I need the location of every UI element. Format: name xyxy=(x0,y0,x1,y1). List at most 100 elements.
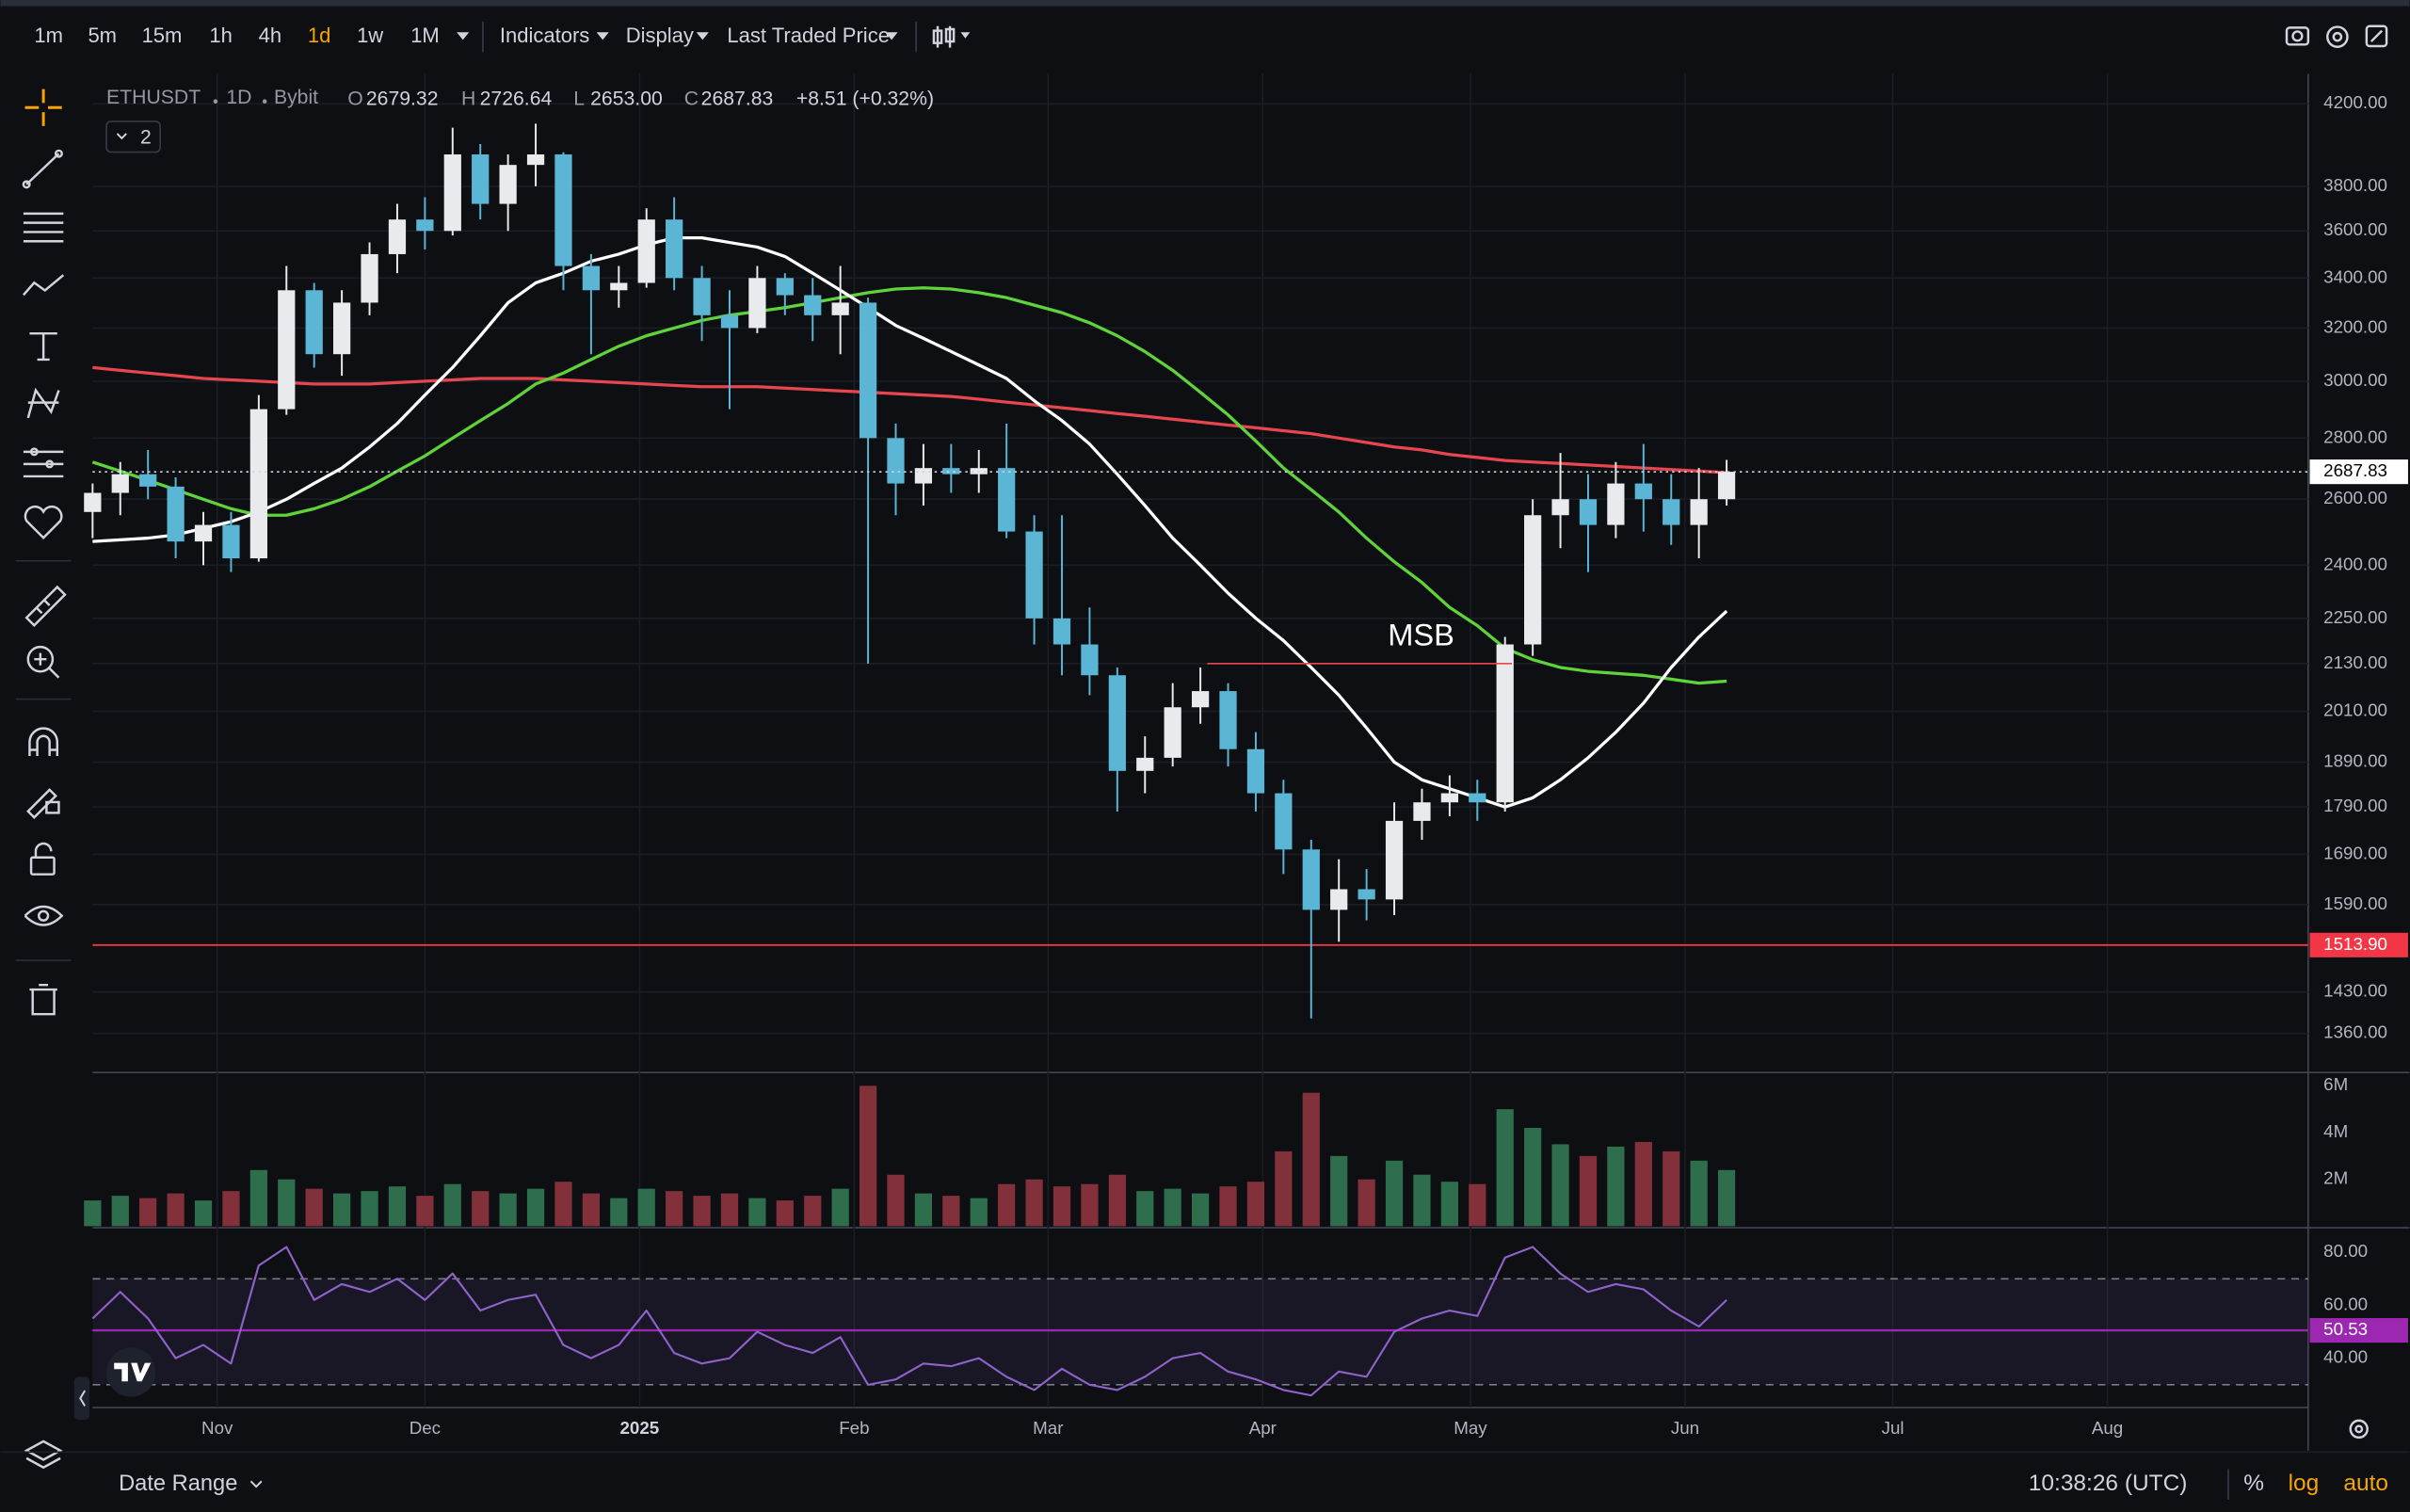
hide-tool[interactable] xyxy=(24,905,64,926)
magnet-tool[interactable] xyxy=(28,727,59,756)
level-label: 1513.90 xyxy=(2323,934,2387,954)
candle-body xyxy=(998,468,1016,532)
dropdown-arrow[interactable] xyxy=(885,32,898,40)
candle-body xyxy=(388,219,407,254)
volume-bar xyxy=(610,1198,628,1227)
pattern-tool[interactable] xyxy=(22,274,65,297)
log-toggle[interactable]: log xyxy=(2289,1471,2320,1496)
candle-body xyxy=(1607,483,1625,525)
favorites-tool[interactable] xyxy=(24,505,63,539)
y-tick-label: 1790.00 xyxy=(2323,796,2387,815)
dot xyxy=(262,99,267,105)
axis-settings-button[interactable] xyxy=(2349,1419,2369,1440)
candle-body xyxy=(804,295,822,315)
y-tick-label: 1360.00 xyxy=(2323,1022,2387,1042)
volume-bar xyxy=(887,1174,905,1227)
interval-button[interactable]: 4h xyxy=(259,24,281,47)
chart-type-button[interactable] xyxy=(932,25,971,48)
volume-bar xyxy=(1052,1186,1071,1227)
candle-body xyxy=(887,438,905,484)
candle-body xyxy=(1524,515,1542,645)
rsi-tick-label: 60.00 xyxy=(2323,1294,2368,1313)
rsi-line xyxy=(91,1246,1727,1397)
x-tick-label: Dec xyxy=(410,1418,441,1438)
interval-button[interactable]: 1h xyxy=(209,24,232,47)
high-label: H xyxy=(461,88,475,110)
interval-button[interactable]: 1M xyxy=(410,24,440,47)
zoom-tool[interactable] xyxy=(26,645,60,679)
menu-button[interactable]: Display xyxy=(626,24,694,47)
settings-button[interactable] xyxy=(2326,25,2349,49)
candle-body xyxy=(332,302,351,355)
candle-body xyxy=(1081,644,1099,676)
volume-bar xyxy=(84,1200,102,1227)
y-tick-label: 2800.00 xyxy=(2323,426,2387,446)
candle-body xyxy=(84,492,102,512)
candle-body xyxy=(1358,889,1375,900)
dropdown-arrow[interactable] xyxy=(249,1480,263,1488)
volume-bar xyxy=(361,1191,378,1227)
screenshot-button[interactable] xyxy=(2285,26,2310,46)
close-value: 2687.83 xyxy=(701,88,774,110)
lock-tool[interactable] xyxy=(29,842,56,876)
dropdown-arrow[interactable] xyxy=(596,32,609,40)
high-value: 2726.64 xyxy=(480,88,553,110)
dropdown-arrow[interactable] xyxy=(696,32,709,40)
x-tick-label: Jul xyxy=(1882,1418,1904,1438)
text-tool[interactable] xyxy=(29,331,57,362)
interval-button[interactable]: 15m xyxy=(142,24,183,47)
legend-toggle[interactable]: 2 xyxy=(105,121,161,153)
forecast-tool[interactable] xyxy=(23,447,64,478)
volume-bar xyxy=(1496,1109,1514,1227)
moving-average xyxy=(92,236,1728,809)
candle-body xyxy=(416,219,434,232)
volume-bar xyxy=(637,1188,655,1227)
delete-tool[interactable] xyxy=(29,983,57,1016)
interval-button[interactable]: 1d xyxy=(308,24,331,47)
candle-body xyxy=(222,524,240,559)
candle-body xyxy=(554,154,572,266)
volume-tick-label: 4M xyxy=(2323,1121,2348,1141)
xabcd-tool[interactable] xyxy=(26,387,60,419)
volume-bar xyxy=(1607,1146,1625,1227)
candle-body xyxy=(1164,707,1181,758)
plot: MSB 2687.83 1513.90 50.53 xyxy=(84,123,2408,1397)
menu-button[interactable]: Last Traded Price xyxy=(727,24,890,47)
candle-body xyxy=(1275,793,1293,850)
dropdown-arrow[interactable] xyxy=(457,32,470,40)
crosshair-tool[interactable] xyxy=(24,88,62,126)
interval-button[interactable]: 1w xyxy=(357,24,383,47)
x-tick-label: Nov xyxy=(201,1418,233,1438)
date-range-button[interactable]: Date Range xyxy=(119,1472,237,1496)
volume-bar xyxy=(1219,1186,1237,1227)
volume-bar xyxy=(1524,1128,1542,1227)
close-label: C xyxy=(684,88,699,110)
percent-toggle[interactable]: % xyxy=(2243,1471,2264,1496)
x-tick-label: Mar xyxy=(1033,1418,1063,1438)
rsi-band xyxy=(92,1279,2308,1385)
candle-body xyxy=(914,468,933,484)
interval-button[interactable]: 5m xyxy=(88,24,117,47)
layers-button[interactable] xyxy=(24,1440,63,1470)
volume-bar xyxy=(666,1191,683,1227)
y-tick-label: 1690.00 xyxy=(2323,843,2387,862)
fib-tool[interactable] xyxy=(23,212,64,243)
lock-drawing-tool[interactable] xyxy=(26,788,60,820)
y-tick-label: 2400.00 xyxy=(2323,554,2387,573)
candle-body xyxy=(278,290,296,410)
volume-bar xyxy=(693,1196,711,1227)
volume-bar xyxy=(914,1193,933,1227)
candle-body xyxy=(1413,802,1431,821)
trend-line-tool[interactable] xyxy=(22,149,63,189)
scroll-left-button[interactable] xyxy=(73,1376,90,1421)
volume-bar xyxy=(1469,1183,1486,1227)
auto-toggle[interactable]: auto xyxy=(2343,1471,2388,1496)
candle-body xyxy=(1385,820,1404,900)
volume-bar xyxy=(582,1193,601,1227)
fullscreen-button[interactable] xyxy=(2365,24,2388,48)
candle-body xyxy=(305,290,323,355)
candle-body xyxy=(526,154,545,166)
ruler-tool[interactable] xyxy=(24,585,67,628)
interval-button[interactable]: 1m xyxy=(34,24,63,47)
menu-button[interactable]: Indicators xyxy=(500,24,589,47)
